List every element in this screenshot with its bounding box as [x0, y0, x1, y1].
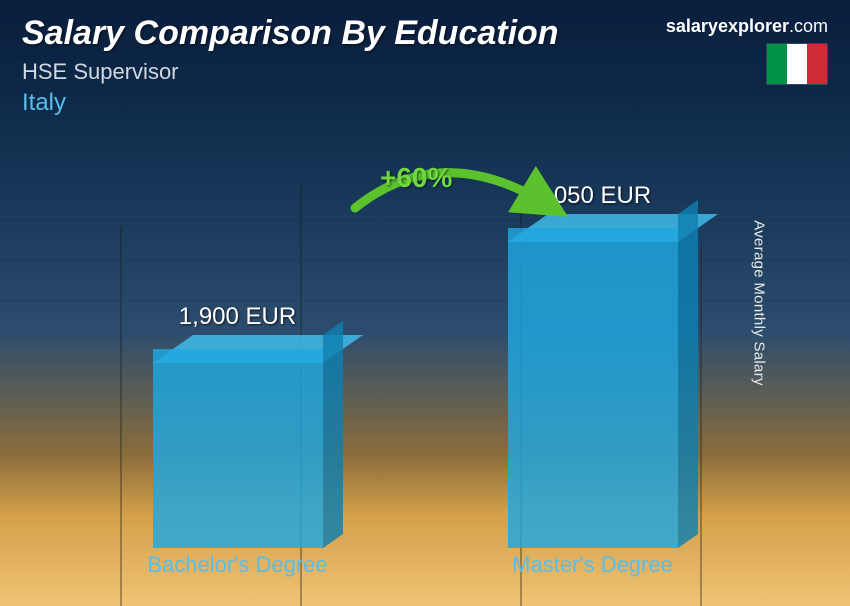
delta-label: +60% [380, 162, 452, 194]
bar-side-face [323, 321, 343, 548]
bar-front-face [508, 228, 678, 548]
country-label: Italy [22, 89, 828, 117]
brand-domain: .com [789, 16, 828, 36]
bar-side-face [678, 200, 698, 548]
brand: salaryexplorer.com [666, 16, 828, 85]
bar-value: 1,900 EUR [179, 303, 296, 331]
x-label: Bachelor's Degree [96, 552, 380, 588]
salary-chart: 1,900 EUR3,050 EUR Bachelor's DegreeMast… [60, 160, 770, 588]
bar-3d [508, 228, 678, 548]
x-label: Master's Degree [451, 552, 735, 588]
bar: 1,900 EUR [96, 303, 380, 548]
brand-text: salaryexplorer.com [666, 16, 828, 37]
x-labels: Bachelor's Degree Master's Degree [60, 552, 770, 588]
brand-name: salaryexplorer [666, 16, 789, 36]
growth-arrow-icon [340, 148, 570, 238]
flag-stripe-3 [807, 44, 827, 84]
bar-3d [153, 349, 323, 548]
flag-icon [766, 43, 828, 85]
flag-stripe-2 [787, 44, 807, 84]
bar-front-face [153, 349, 323, 548]
flag-stripe-1 [767, 44, 787, 84]
